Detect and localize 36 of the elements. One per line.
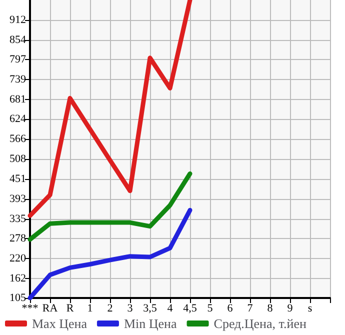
x-tick-label: 6	[227, 302, 234, 314]
y-tick-label: 912	[10, 14, 26, 26]
y-tick-label: 451	[10, 172, 26, 185]
x-tick-label: 4,5	[183, 302, 198, 314]
y-tick-label: 797	[10, 54, 26, 66]
y-tick-label: 739	[10, 74, 26, 86]
x-tick-label: 7	[247, 302, 254, 314]
legend-label: Max Цена	[32, 316, 88, 331]
y-tick-label: 624	[10, 113, 26, 126]
x-tick-label: 3	[127, 302, 134, 314]
y-tick-label: 278	[10, 232, 26, 244]
y-tick-label: 681	[10, 94, 26, 106]
line-series	[28, 171, 192, 242]
line-series	[28, 208, 192, 300]
x-tick-label: s	[308, 302, 312, 314]
y-tick-label: 105	[10, 292, 26, 304]
y-tick-label: 335	[10, 212, 26, 225]
legend-label: Сред.Цена, т.йен	[214, 316, 306, 331]
x-tick-label: 5	[207, 302, 214, 314]
x-tick-label: 3,5	[143, 302, 158, 314]
x-tick-label: ***	[22, 302, 38, 314]
y-tick-label: 220	[10, 252, 26, 264]
x-tick-label: RA	[42, 302, 58, 314]
x-tick-label: R	[66, 302, 74, 314]
y-tick-label: 162	[10, 272, 26, 284]
y-tick-label: 854	[10, 34, 26, 46]
y-tick-label: 393	[10, 192, 26, 205]
y-tick-label: 566	[10, 133, 26, 146]
x-tick-label: 8	[267, 302, 274, 314]
legend-label: Min Цена	[124, 316, 177, 331]
x-tick-label: 2	[107, 302, 113, 314]
y-tick-label: 508	[10, 153, 26, 166]
x-tick-label: 4	[167, 302, 174, 314]
x-tick-label: 1	[87, 302, 93, 314]
x-tick-label: 9	[287, 302, 294, 314]
line-series	[28, 0, 192, 218]
